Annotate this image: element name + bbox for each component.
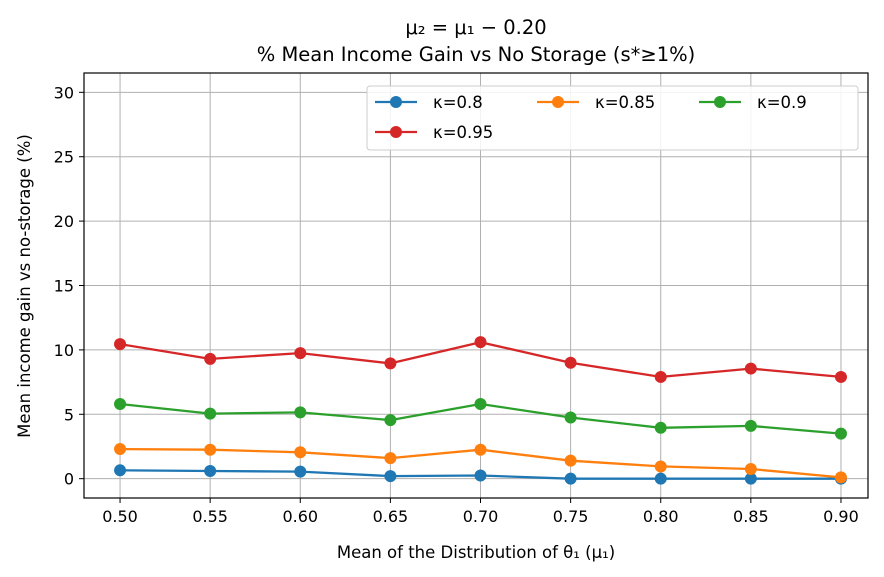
data-point bbox=[294, 347, 307, 360]
legend-label: κ=0.85 bbox=[595, 93, 655, 112]
data-point bbox=[654, 421, 667, 434]
x-tick-label: 0.50 bbox=[102, 507, 138, 526]
series-group bbox=[114, 336, 847, 485]
x-tick-label: 0.80 bbox=[643, 507, 679, 526]
series-3 bbox=[114, 397, 847, 440]
legend: κ=0.8 κ=0.85 κ=0.9 κ=0.95 bbox=[366, 85, 859, 151]
data-point bbox=[294, 465, 307, 478]
series-4 bbox=[114, 336, 847, 383]
legend-marker bbox=[390, 126, 402, 138]
legend-entry: κ=0.85 bbox=[537, 93, 655, 112]
x-tick-label: 0.90 bbox=[823, 507, 859, 526]
data-point bbox=[474, 469, 487, 482]
y-tick-label: 5 bbox=[64, 405, 74, 424]
x-tick-label: 0.55 bbox=[192, 507, 228, 526]
data-point bbox=[564, 472, 577, 485]
y-tick-label: 25 bbox=[54, 148, 74, 167]
data-point bbox=[744, 472, 757, 485]
data-point bbox=[474, 443, 487, 456]
data-point bbox=[474, 397, 487, 410]
legend-label: κ=0.95 bbox=[433, 123, 493, 142]
legend-label: κ=0.9 bbox=[757, 93, 807, 112]
data-point bbox=[744, 419, 757, 432]
data-point bbox=[654, 370, 667, 383]
data-point bbox=[654, 472, 667, 485]
chart-title: μ₂ = μ₁ − 0.20 bbox=[405, 16, 546, 39]
data-point bbox=[114, 443, 127, 456]
series-2 bbox=[114, 443, 847, 484]
y-tick-label: 30 bbox=[54, 83, 74, 102]
data-point bbox=[384, 452, 397, 465]
y-tick-label: 15 bbox=[54, 277, 74, 296]
data-point bbox=[204, 407, 217, 420]
data-point bbox=[834, 427, 847, 440]
legend-marker bbox=[552, 96, 564, 108]
data-point bbox=[114, 397, 127, 410]
legend-label: κ=0.8 bbox=[433, 93, 483, 112]
data-point bbox=[294, 446, 307, 459]
y-axis-label: Mean income gain vs no-storage (%) bbox=[15, 134, 34, 438]
y-tick-label: 20 bbox=[54, 212, 74, 231]
data-point bbox=[114, 338, 127, 351]
data-point bbox=[744, 362, 757, 375]
x-tick-label: 0.75 bbox=[553, 507, 589, 526]
x-tick-label: 0.85 bbox=[733, 507, 769, 526]
data-point bbox=[474, 336, 487, 349]
data-point bbox=[204, 352, 217, 365]
data-point bbox=[204, 443, 217, 456]
legend-entry: κ=0.8 bbox=[375, 93, 483, 112]
y-tick-label: 10 bbox=[54, 341, 74, 360]
data-point bbox=[834, 471, 847, 484]
data-point bbox=[114, 464, 127, 477]
legend-marker bbox=[714, 96, 726, 108]
data-point bbox=[384, 470, 397, 483]
legend-entry: κ=0.95 bbox=[375, 123, 493, 142]
x-tick-label: 0.60 bbox=[282, 507, 318, 526]
data-point bbox=[384, 357, 397, 370]
legend-entry: κ=0.9 bbox=[699, 93, 807, 112]
y-tick-label: 0 bbox=[64, 470, 74, 489]
data-point bbox=[204, 464, 217, 477]
legend-marker bbox=[390, 96, 402, 108]
data-point bbox=[564, 356, 577, 369]
chart-subtitle: % Mean Income Gain vs No Storage (s*≥1%) bbox=[257, 43, 696, 66]
data-point bbox=[744, 463, 757, 476]
x-axis-label: Mean of the Distribution of θ₁ (μ₁) bbox=[337, 543, 615, 562]
data-point bbox=[294, 406, 307, 419]
data-point bbox=[564, 454, 577, 467]
series-1 bbox=[114, 464, 847, 485]
data-point bbox=[654, 460, 667, 473]
x-tick-label: 0.65 bbox=[373, 507, 409, 526]
data-point bbox=[834, 370, 847, 383]
data-point bbox=[564, 411, 577, 424]
axis-ticks: 0.50 0.55 0.60 0.65 0.70 0.75 0.80 0.85 0.90 0 5 10… bbox=[54, 83, 859, 526]
x-tick-label: 0.70 bbox=[463, 507, 499, 526]
data-point bbox=[384, 414, 397, 427]
